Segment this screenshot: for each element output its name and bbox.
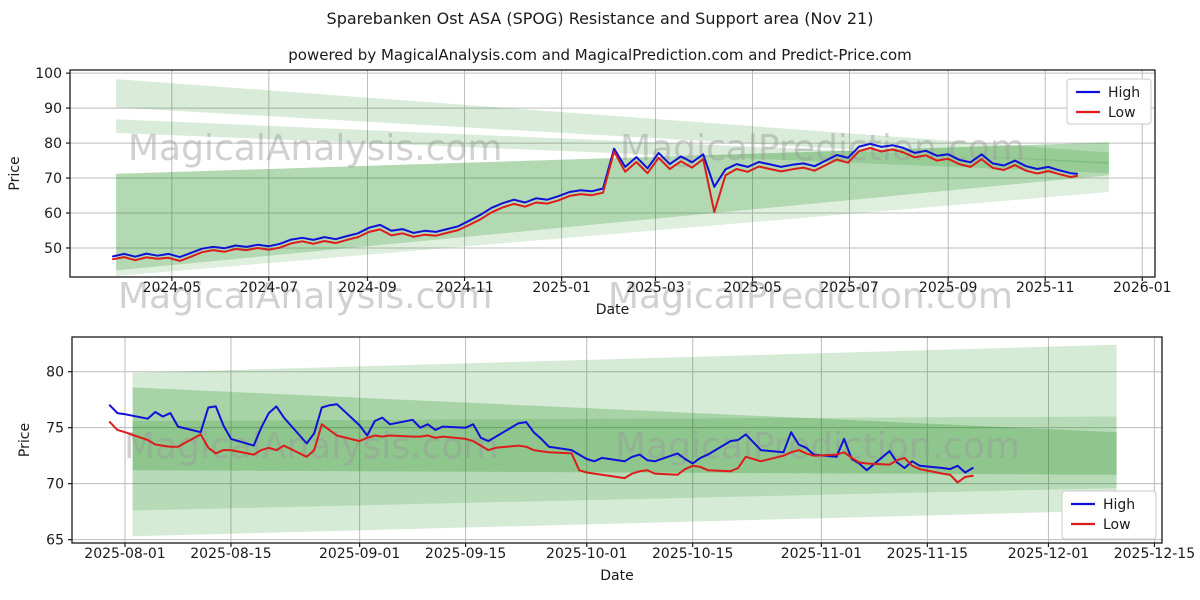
x-tick-label: 2025-12-01	[1008, 546, 1089, 562]
x-tick-label: 2024-07	[240, 280, 299, 296]
x-axis-label: Date	[600, 568, 633, 584]
x-axis-label: Date	[596, 302, 629, 318]
support-resistance-band	[132, 416, 1117, 511]
plot-border	[69, 69, 1156, 278]
support-resistance-band	[116, 79, 1109, 165]
bottom-chart: MagicalAnalysis.com MagicalPrediction.com…	[17, 336, 1195, 584]
x-tick-label: 2025-08-01	[84, 546, 165, 562]
y-tick-label: 65	[46, 533, 64, 549]
y-tick-label: 90	[44, 101, 62, 117]
x-tick-label: 2025-11-15	[887, 546, 968, 562]
y-axis-label: Price	[17, 423, 33, 457]
x-tick-label: 2024-11	[435, 280, 494, 296]
legend-low-label: Low	[1108, 105, 1136, 121]
x-tick-label: 2025-12-15	[1114, 546, 1195, 562]
support-resistance-band	[132, 387, 1117, 475]
watermark-text: MagicalAnalysis.com	[118, 276, 492, 317]
x-tick-label: 2025-09-15	[425, 546, 506, 562]
x-tick-label: 2025-10-01	[546, 546, 627, 562]
watermark-text: MagicalPrediction.com	[615, 426, 1020, 467]
support-resistance-band	[116, 119, 1109, 174]
y-tick-label: 100	[35, 66, 62, 82]
y-tick-label: 75	[46, 421, 64, 437]
x-tick-label: 2025-11-01	[781, 546, 862, 562]
x-tick-label: 2024-09	[338, 280, 397, 296]
watermark-text: MagicalPrediction.com	[608, 276, 1013, 317]
x-tick-label: 2025-05	[723, 280, 782, 296]
x-tick-label: 2026-01	[1113, 280, 1172, 296]
y-tick-label: 70	[44, 171, 62, 187]
legend-low-label: Low	[1103, 517, 1131, 533]
plot-border	[71, 336, 1163, 544]
watermark-text: MagicalAnalysis.com	[124, 426, 498, 467]
y-tick-label: 60	[44, 206, 62, 222]
x-tick-label: 2025-07	[820, 280, 879, 296]
x-tick-label: 2025-10-15	[652, 546, 733, 562]
page-subtitle: powered by MagicalAnalysis.com and Magic…	[288, 46, 912, 64]
x-tick-label: 2025-03	[626, 280, 685, 296]
watermark-text: MagicalAnalysis.com	[128, 128, 502, 169]
series-low-line	[112, 147, 1078, 262]
support-resistance-band	[116, 142, 1109, 271]
x-tick-label: 2025-11	[1016, 280, 1075, 296]
page-title: Sparebanken Ost ASA (SPOG) Resistance an…	[326, 9, 874, 28]
x-tick-label: 2025-08-15	[190, 546, 271, 562]
x-tick-label: 2025-09-01	[319, 546, 400, 562]
support-resistance-band	[116, 175, 1109, 276]
y-tick-label: 80	[44, 136, 62, 152]
series-high-line	[108, 403, 974, 474]
legend-high-label: High	[1103, 497, 1135, 513]
x-tick-label: 2025-09	[919, 280, 978, 296]
series-low-line	[108, 421, 974, 484]
y-tick-label: 50	[44, 241, 62, 257]
legend-high-label: High	[1108, 85, 1140, 101]
series-high-line	[112, 142, 1078, 259]
x-tick-label: 2025-01	[532, 280, 591, 296]
y-tick-label: 70	[46, 477, 64, 493]
y-tick-label: 80	[46, 365, 64, 381]
top-chart: MagicalAnalysis.com MagicalPrediction.com…	[7, 66, 1172, 318]
support-resistance-band	[132, 344, 1117, 537]
x-tick-label: 2024-05	[143, 280, 202, 296]
y-axis-label: Price	[7, 156, 23, 190]
